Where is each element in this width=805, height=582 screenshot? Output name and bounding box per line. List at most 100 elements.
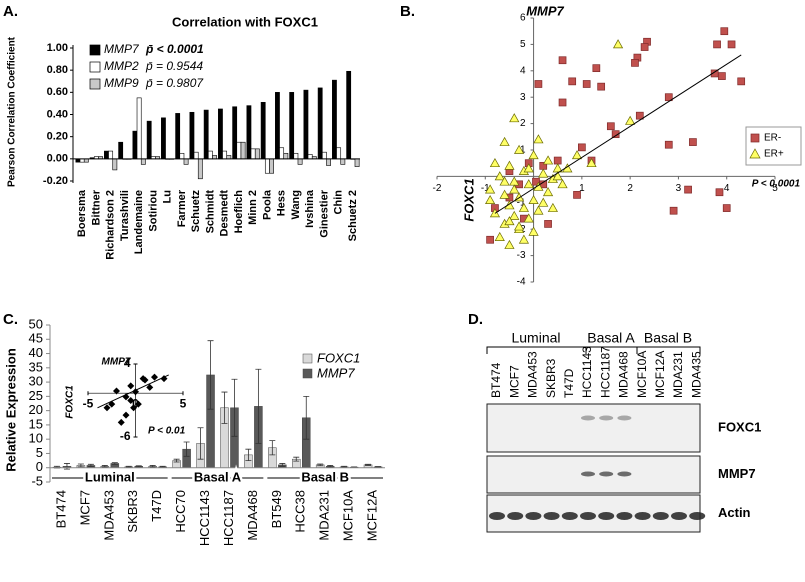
band [599, 415, 614, 421]
bar [118, 141, 124, 160]
point [513, 144, 525, 154]
x-tick-label: Schuetz [190, 190, 202, 233]
band [580, 512, 596, 520]
y-tick-label: -3 [517, 250, 526, 261]
y-tick-label: 20 [29, 402, 43, 417]
y-tick-label: -1 [517, 197, 526, 208]
group-label: Basal B [644, 330, 692, 346]
x-tick-label: -2 [433, 183, 442, 194]
point [558, 56, 567, 65]
legend-swatch [302, 353, 313, 364]
point [509, 210, 520, 220]
legend-p-value: p̄ < 0.0001 [145, 42, 204, 56]
band [489, 512, 505, 520]
error-bar [303, 395, 310, 440]
point [499, 176, 510, 186]
lane-label: MDA435 [689, 351, 703, 398]
bar [275, 92, 280, 160]
x-tick-label: Poola [261, 189, 273, 220]
point [578, 143, 586, 152]
point [509, 184, 520, 194]
point [542, 155, 554, 165]
error-bar [111, 462, 118, 465]
y-tick-label: 1 [520, 145, 526, 156]
y-tick-label: 1.00 [47, 42, 68, 54]
point [528, 194, 539, 205]
y-tick-label: 0.00 [47, 153, 68, 165]
x-tick-label: HCC70 [173, 490, 188, 533]
point [582, 80, 591, 88]
x-tick-label: 1 [579, 183, 585, 194]
point [568, 77, 577, 86]
legend-swatch [749, 148, 761, 159]
y-tick-label: 4 [520, 65, 526, 76]
y-tick-label: 15 [29, 416, 43, 431]
point [542, 187, 554, 197]
bar [254, 148, 260, 160]
x-tick-label: MCF7 [77, 490, 92, 525]
legend-label: ER- [764, 133, 781, 144]
x-tick-label: MDA453 [101, 490, 116, 541]
point [499, 136, 510, 146]
point [509, 113, 520, 123]
x-tick-label: Ginestier [318, 189, 330, 237]
bar [207, 150, 213, 160]
bar [240, 141, 246, 160]
bar [303, 89, 309, 160]
point [664, 140, 673, 149]
group-label: Basal A [194, 469, 242, 484]
y-tick-label: -0.20 [43, 175, 68, 187]
y-tick-label: 2 [520, 118, 526, 129]
error-bar [293, 456, 300, 462]
point [534, 80, 543, 88]
bar [346, 70, 352, 160]
point [722, 204, 731, 212]
lane-label: MDA231 [671, 351, 685, 398]
y-axis-title: FOXC1 [461, 178, 476, 221]
y-tick-label: 50 [29, 316, 43, 331]
error-bar [365, 463, 372, 466]
y-tick-label: 0 [36, 459, 43, 474]
y-tick-label: -6 [120, 429, 131, 443]
lane-label: T47D [562, 368, 576, 398]
bar [175, 113, 181, 160]
point [103, 404, 111, 412]
lane-label: MCF10A [635, 351, 649, 398]
group-label: Luminal [85, 469, 135, 484]
x-tick-label: BT549 [269, 490, 284, 528]
y-tick-label: 35 [29, 359, 43, 374]
error-bar [87, 463, 94, 467]
bar [189, 111, 195, 160]
bar [112, 158, 118, 171]
x-tick-label: Ivshina [304, 189, 316, 228]
point [592, 64, 601, 73]
band [599, 471, 614, 477]
x-tick-label: Schmidt [204, 190, 216, 234]
x-axis-title: MMP7 [526, 3, 564, 18]
point [684, 185, 692, 194]
error-bar [173, 458, 180, 463]
point [612, 39, 624, 49]
band-label: MMP7 [718, 466, 756, 481]
legend-box [745, 126, 802, 166]
bar [136, 97, 142, 160]
point [689, 138, 697, 146]
y-tick-label: 0.60 [47, 86, 68, 98]
point [504, 160, 515, 170]
trendline [97, 374, 169, 409]
legend-swatch [302, 368, 313, 379]
band [507, 512, 524, 520]
x-tick-label: Schuetz 2 [347, 190, 359, 241]
band [617, 471, 632, 477]
error-bar [269, 440, 276, 456]
bar [161, 117, 166, 160]
error-bar [231, 378, 238, 437]
point [485, 184, 496, 194]
bar [132, 130, 138, 160]
point [557, 179, 568, 189]
bar [193, 151, 199, 160]
point [533, 205, 544, 215]
panel-label: D. [468, 311, 483, 328]
